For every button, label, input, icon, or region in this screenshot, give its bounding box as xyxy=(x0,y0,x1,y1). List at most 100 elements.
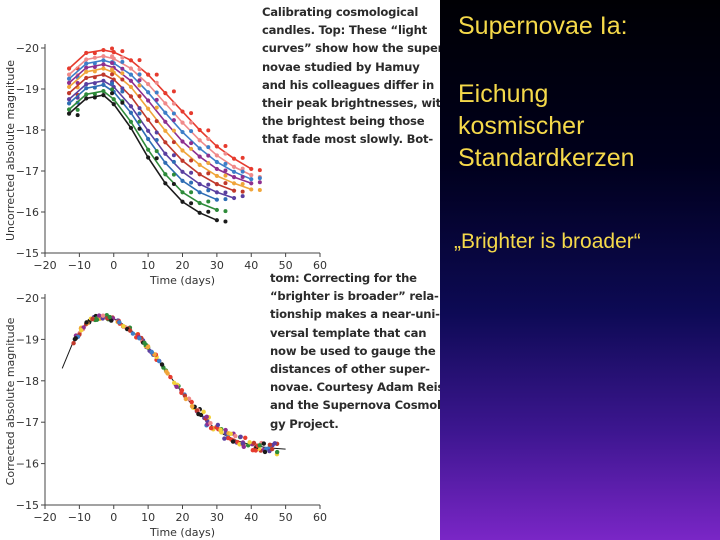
data-point xyxy=(249,173,254,178)
data-point xyxy=(120,59,125,64)
data-point xyxy=(257,176,262,181)
data-point xyxy=(96,313,102,318)
data-point xyxy=(206,199,211,204)
data-point xyxy=(109,318,114,323)
data-point xyxy=(269,446,275,452)
data-point xyxy=(180,109,185,114)
data-point xyxy=(206,161,211,166)
data-point xyxy=(186,396,192,401)
data-point xyxy=(66,91,72,96)
x-tick-label: 40 xyxy=(244,511,258,524)
data-point xyxy=(154,156,159,161)
chart-corrected: −20−19−18−17−16−15−20 −10 0 10 20 30 40 50 60Tim… xyxy=(4,292,327,539)
data-point xyxy=(168,374,173,380)
data-point xyxy=(261,441,267,446)
data-point xyxy=(274,449,280,455)
data-point xyxy=(206,182,211,187)
x-tick-label: −10 xyxy=(68,259,91,272)
caption-line: and the Supernova Cosmolo- xyxy=(270,398,454,413)
data-point xyxy=(101,47,106,53)
data-point xyxy=(137,67,142,72)
y-axis-label: Uncorrected absolute magnitude xyxy=(4,60,17,241)
data-point xyxy=(110,72,115,77)
data-point xyxy=(101,54,106,59)
data-point xyxy=(189,120,194,125)
data-point xyxy=(110,87,115,92)
data-point xyxy=(146,98,151,103)
data-point xyxy=(130,331,136,336)
data-point xyxy=(251,440,257,446)
series xyxy=(66,87,228,214)
data-point xyxy=(120,77,125,82)
data-point xyxy=(154,72,159,77)
data-point xyxy=(92,61,97,66)
data-point xyxy=(73,336,78,341)
data-point xyxy=(214,153,219,158)
y-tick-label: −15 xyxy=(16,499,39,512)
data-point xyxy=(240,194,245,199)
y-tick-label: −17 xyxy=(16,416,39,429)
data-point xyxy=(196,411,201,417)
data-point xyxy=(240,175,245,180)
data-point xyxy=(163,181,168,186)
data-point xyxy=(92,55,97,60)
data-point xyxy=(81,325,86,330)
data-point xyxy=(128,84,134,90)
data-point xyxy=(214,190,219,195)
data-point xyxy=(214,166,219,172)
data-point xyxy=(214,144,219,149)
data-point xyxy=(206,188,211,193)
subtitle-line: Eichung xyxy=(458,80,549,108)
data-point xyxy=(189,399,194,405)
data-point xyxy=(137,78,142,83)
data-point xyxy=(180,169,185,174)
data-point xyxy=(84,61,89,66)
data-point xyxy=(146,90,151,95)
data-point xyxy=(174,384,179,390)
data-point xyxy=(66,111,72,116)
data-point xyxy=(128,78,134,83)
slide-quote: „Brighter is broader“ xyxy=(454,230,641,253)
data-point xyxy=(154,130,159,135)
data-point xyxy=(163,160,168,165)
data-point xyxy=(146,72,151,77)
data-point xyxy=(128,104,134,109)
data-point xyxy=(214,159,219,165)
data-point xyxy=(145,344,150,350)
data-point xyxy=(189,190,194,195)
data-point xyxy=(180,129,185,135)
data-point xyxy=(208,425,214,431)
data-point xyxy=(189,129,194,134)
data-point xyxy=(149,349,155,355)
axes: −20−19−18−17−16−15−20 −10 0 10 20 30 40 50 60Tim… xyxy=(4,42,327,287)
data-point xyxy=(163,91,168,96)
data-point xyxy=(120,49,125,54)
data-point xyxy=(154,105,159,110)
data-point xyxy=(206,136,211,141)
series xyxy=(66,61,262,186)
data-point xyxy=(84,65,89,70)
x-tick-label: 10 xyxy=(141,259,155,272)
data-point xyxy=(163,172,168,177)
data-point xyxy=(146,81,151,87)
data-point xyxy=(214,197,219,202)
data-point xyxy=(146,136,151,142)
data-point xyxy=(197,190,202,195)
data-point xyxy=(247,440,252,445)
data-point xyxy=(84,50,89,56)
data-point xyxy=(66,76,72,81)
caption-line: distances of other super- xyxy=(270,362,430,377)
x-tick-label: −10 xyxy=(68,511,91,524)
data-point xyxy=(257,180,262,185)
x-tick-label: 0 xyxy=(110,511,117,524)
data-point xyxy=(249,166,254,172)
data-point xyxy=(92,69,97,74)
data-point xyxy=(66,97,72,102)
data-point xyxy=(189,180,194,185)
data-point xyxy=(66,101,72,106)
data-point xyxy=(137,111,142,116)
data-point xyxy=(171,111,176,116)
data-point xyxy=(189,158,194,163)
subtitle-line: kosmischer xyxy=(458,112,585,140)
data-point xyxy=(110,46,115,51)
